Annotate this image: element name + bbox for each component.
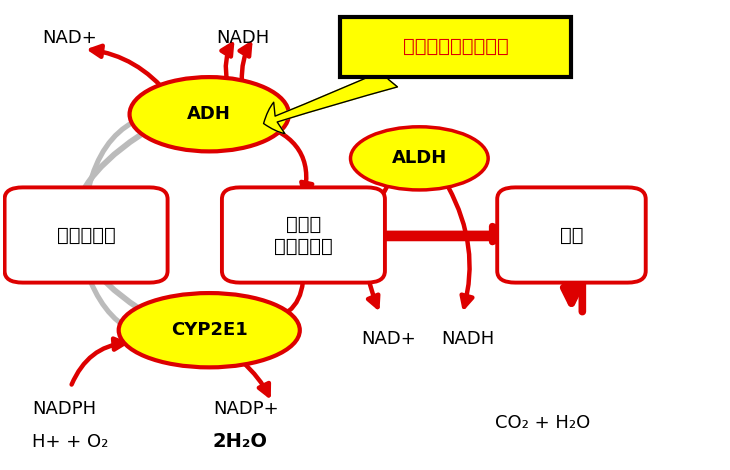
FancyBboxPatch shape: [222, 188, 385, 282]
Ellipse shape: [350, 127, 488, 190]
Text: CO₂ + H₂O: CO₂ + H₂O: [496, 414, 591, 432]
Ellipse shape: [129, 77, 289, 151]
Ellipse shape: [119, 293, 300, 368]
FancyBboxPatch shape: [4, 188, 168, 282]
FancyBboxPatch shape: [339, 17, 572, 77]
Text: ADH: ADH: [188, 105, 231, 123]
Text: 2H₂O: 2H₂O: [213, 432, 268, 451]
Text: H+ + O₂: H+ + O₂: [32, 433, 108, 451]
Text: 酢酸: 酢酸: [560, 226, 583, 244]
Text: ALDH: ALDH: [392, 149, 447, 167]
Text: アセト
アルデヒド: アセト アルデヒド: [274, 214, 333, 256]
Text: NADP+: NADP+: [213, 400, 278, 418]
Text: フルクトースが促進: フルクトースが促進: [403, 38, 508, 56]
Text: NADPH: NADPH: [32, 400, 96, 418]
Text: エタノール: エタノール: [57, 226, 115, 244]
FancyBboxPatch shape: [497, 188, 646, 282]
Text: NAD+: NAD+: [42, 29, 97, 47]
Text: CYP2E1: CYP2E1: [171, 321, 247, 339]
Text: NAD+: NAD+: [361, 330, 416, 348]
Text: NADH: NADH: [441, 330, 494, 348]
Text: NADH: NADH: [217, 29, 270, 47]
